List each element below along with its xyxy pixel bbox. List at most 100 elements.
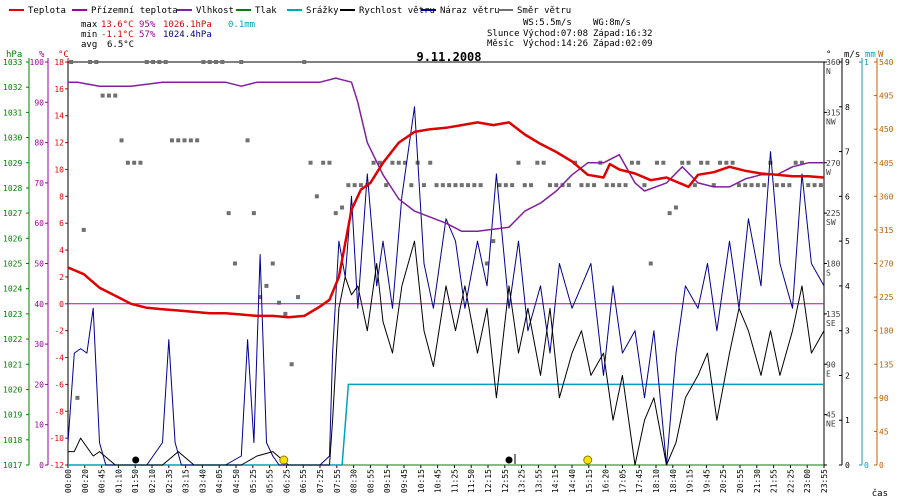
w-tick-label: 540 bbox=[879, 58, 894, 67]
ms-tick-label: 9 bbox=[845, 58, 850, 67]
axis-header-percent: % bbox=[39, 50, 45, 60]
x-tick-label: 20:25 bbox=[719, 469, 728, 493]
wind-direction-point bbox=[617, 183, 622, 188]
direction-compass-label: E bbox=[826, 369, 831, 378]
direction-tick-label: 90 bbox=[826, 360, 836, 369]
wind-direction-point bbox=[547, 183, 552, 188]
wind-direction-point bbox=[421, 183, 426, 188]
moon-label: Měsíc bbox=[487, 39, 514, 49]
ms-tick-label: 6 bbox=[845, 192, 850, 201]
hpa-tick-label: 1028 bbox=[3, 184, 22, 193]
stats-max-label: max bbox=[81, 20, 98, 30]
wind-direction-point bbox=[585, 183, 590, 188]
hpa-tick-label: 1024 bbox=[3, 285, 22, 294]
direction-tick-label: 135 bbox=[826, 310, 841, 319]
wind-direction-point bbox=[541, 160, 546, 165]
w-tick-label: 0 bbox=[879, 461, 884, 470]
percent-tick-label: 90 bbox=[34, 98, 44, 107]
legend-label: Náraz větru bbox=[440, 6, 500, 16]
stats-panel: max 13.6°C 95% 1026.1hPa 0.1mm min -1.1°… bbox=[81, 18, 653, 50]
celsius-tick-label: 10 bbox=[54, 165, 64, 174]
chart-title: 9.11.2008 bbox=[416, 50, 481, 64]
wind-direction-point bbox=[132, 160, 137, 165]
stats-min-temp: -1.1°C bbox=[101, 30, 134, 40]
wind-direction-point bbox=[176, 138, 181, 143]
x-tick-label: 09:15 bbox=[383, 469, 392, 493]
wind-direction-point bbox=[157, 60, 162, 64]
hpa-tick-label: 1020 bbox=[3, 385, 22, 394]
celsius-tick-label: -8 bbox=[54, 407, 64, 416]
percent-tick-label: 30 bbox=[34, 340, 44, 349]
celsius-tick-label: -6 bbox=[54, 380, 64, 389]
stats-rain: 0.1mm bbox=[228, 20, 255, 30]
celsius-tick-label: 4 bbox=[59, 246, 64, 255]
w-tick-label: 90 bbox=[879, 394, 889, 403]
x-tick-label: 09:45 bbox=[400, 469, 409, 493]
wind-direction-point bbox=[314, 194, 319, 199]
x-tick-label: 05:55 bbox=[266, 469, 275, 493]
wind-direction-point bbox=[579, 183, 584, 188]
moonrise: Východ:14:26 bbox=[523, 39, 588, 49]
x-tick-label: 16:20 bbox=[602, 469, 611, 493]
wind-direction-point bbox=[327, 160, 332, 165]
mm-tick-label: 1 bbox=[864, 58, 869, 67]
wind-direction-point bbox=[566, 183, 571, 188]
x-tick-label: 18:10 bbox=[652, 469, 661, 493]
wind-direction-point bbox=[106, 93, 111, 98]
wind-direction-point bbox=[743, 183, 748, 188]
axis-header-w: W bbox=[878, 50, 884, 60]
direction-compass-label: NE bbox=[826, 420, 836, 429]
wind-direction-point bbox=[491, 239, 496, 244]
hpa-tick-label: 1031 bbox=[3, 108, 22, 117]
wind-direction-point bbox=[686, 160, 691, 165]
stats-wind-gust: WG:8m/s bbox=[593, 18, 631, 28]
wind-direction-point bbox=[692, 183, 697, 188]
celsius-tick-label: -10 bbox=[50, 434, 65, 443]
wind-direction-point bbox=[774, 183, 779, 188]
x-tick-label: 22:25 bbox=[786, 469, 795, 493]
celsius-tick-label: 0 bbox=[59, 300, 64, 309]
x-tick-label: 06:25 bbox=[282, 469, 291, 493]
wind-direction-point bbox=[434, 183, 439, 188]
wind-direction-point bbox=[799, 160, 804, 165]
w-tick-label: 180 bbox=[879, 327, 894, 336]
wind-direction-point bbox=[270, 261, 275, 266]
stats-max-temp: 13.6°C bbox=[101, 20, 134, 30]
sunset: Západ:16:32 bbox=[593, 29, 653, 39]
wind-direction-point bbox=[680, 160, 685, 165]
hpa-tick-label: 1033 bbox=[3, 58, 22, 67]
x-tick-label: 11:50 bbox=[467, 469, 476, 493]
hpa-tick-label: 1021 bbox=[3, 360, 22, 369]
wind-direction-point bbox=[163, 60, 168, 64]
percent-tick-label: 50 bbox=[34, 260, 44, 269]
x-tick-label: 05:25 bbox=[249, 469, 258, 493]
wind-direction-point bbox=[484, 261, 489, 266]
wind-direction-point bbox=[220, 60, 225, 64]
axis-header-ms: m/s bbox=[844, 50, 860, 60]
wind-direction-point bbox=[535, 160, 540, 165]
percent-tick-label: 80 bbox=[34, 139, 44, 148]
x-tick-label: 12:55 bbox=[501, 469, 510, 493]
legend-label: Vlhkost bbox=[196, 6, 234, 16]
wind-direction-point bbox=[289, 362, 294, 367]
axis-header-celsius: °C bbox=[58, 50, 69, 60]
wind-direction-point bbox=[730, 160, 735, 165]
wind-direction-point bbox=[781, 183, 786, 188]
wind-direction-point bbox=[554, 183, 559, 188]
x-tick-label: 03:40 bbox=[198, 469, 207, 493]
wind-direction-point bbox=[113, 93, 118, 98]
wind-direction-point bbox=[673, 205, 678, 210]
x-tick-label: 04:50 bbox=[232, 469, 241, 493]
moon-marker bbox=[505, 456, 513, 464]
wind-direction-point bbox=[529, 183, 534, 188]
hpa-tick-label: 1026 bbox=[3, 234, 22, 243]
x-tick-label: 17:45 bbox=[635, 469, 644, 493]
wind-direction-point bbox=[755, 183, 760, 188]
wind-direction-point bbox=[749, 183, 754, 188]
axis-header-hpa: hPa bbox=[6, 50, 22, 60]
wind-direction-point bbox=[724, 160, 729, 165]
ms-tick-label: 4 bbox=[845, 282, 850, 291]
wind-direction-point bbox=[396, 160, 401, 165]
